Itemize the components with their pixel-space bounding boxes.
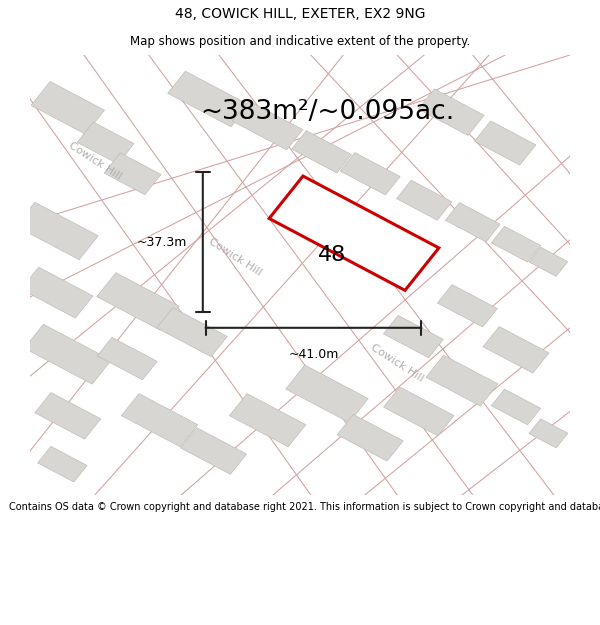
Polygon shape	[340, 152, 400, 195]
Polygon shape	[475, 121, 536, 165]
Polygon shape	[97, 272, 179, 330]
Polygon shape	[491, 389, 541, 425]
Text: Cowick Hill: Cowick Hill	[369, 342, 425, 384]
Polygon shape	[232, 101, 303, 150]
Text: Contains OS data © Crown copyright and database right 2021. This information is : Contains OS data © Crown copyright and d…	[9, 501, 600, 511]
Text: ~37.3m: ~37.3m	[136, 236, 187, 249]
Polygon shape	[292, 131, 352, 173]
Polygon shape	[269, 176, 439, 291]
Polygon shape	[529, 248, 568, 276]
Polygon shape	[529, 419, 568, 448]
Polygon shape	[35, 392, 101, 439]
Polygon shape	[491, 226, 541, 262]
Polygon shape	[483, 326, 549, 373]
Polygon shape	[24, 324, 112, 384]
Text: ~41.0m: ~41.0m	[289, 348, 338, 361]
Polygon shape	[97, 338, 157, 380]
Polygon shape	[337, 414, 403, 461]
Polygon shape	[181, 428, 247, 474]
Polygon shape	[21, 267, 93, 318]
Polygon shape	[104, 153, 161, 195]
Polygon shape	[426, 355, 498, 406]
Polygon shape	[229, 394, 306, 447]
Polygon shape	[397, 180, 452, 220]
Polygon shape	[77, 122, 134, 164]
Polygon shape	[167, 71, 249, 127]
Polygon shape	[383, 387, 454, 436]
Polygon shape	[31, 81, 104, 134]
Polygon shape	[383, 316, 443, 357]
Polygon shape	[437, 284, 497, 327]
Text: Cowick Hill: Cowick Hill	[207, 237, 263, 278]
Text: ~383m²/~0.095ac.: ~383m²/~0.095ac.	[200, 99, 454, 125]
Polygon shape	[286, 365, 368, 423]
Text: Cowick Hill: Cowick Hill	[67, 140, 123, 181]
Polygon shape	[445, 202, 500, 242]
Text: 48, COWICK HILL, EXETER, EX2 9NG: 48, COWICK HILL, EXETER, EX2 9NG	[175, 7, 425, 21]
Polygon shape	[16, 202, 98, 260]
Text: Map shows position and indicative extent of the property.: Map shows position and indicative extent…	[130, 35, 470, 48]
Polygon shape	[38, 446, 87, 482]
Text: 48: 48	[318, 245, 347, 265]
Polygon shape	[121, 394, 198, 447]
Polygon shape	[418, 89, 484, 136]
Polygon shape	[157, 308, 227, 357]
